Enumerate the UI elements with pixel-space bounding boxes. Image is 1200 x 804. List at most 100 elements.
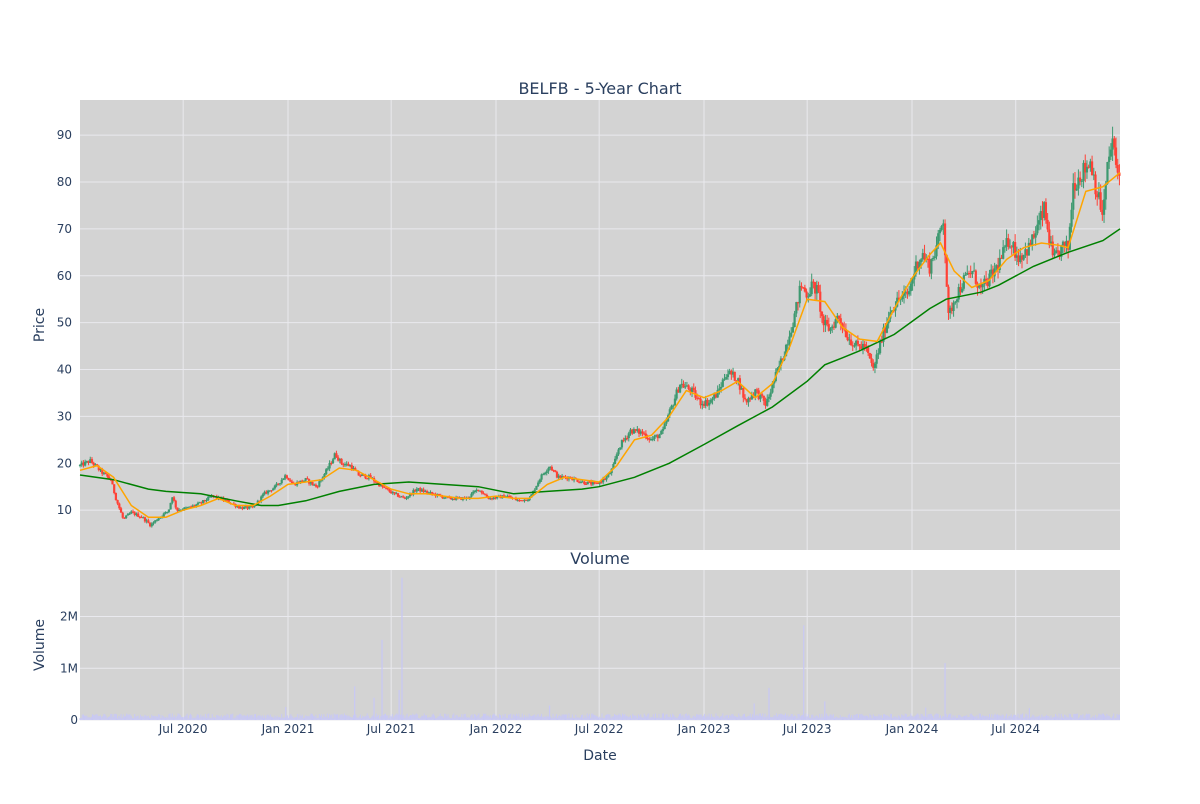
volume-bar	[717, 716, 719, 720]
candle-body	[1087, 166, 1090, 168]
candle-body	[598, 481, 601, 484]
candle-body	[419, 488, 422, 492]
candle-body	[726, 374, 730, 378]
candle-body	[402, 496, 405, 498]
volume-bar	[574, 718, 576, 720]
candle-body	[1109, 149, 1112, 157]
candle-body	[1106, 162, 1109, 184]
volume-bar	[1067, 717, 1069, 720]
volume-bar	[182, 717, 184, 720]
candle-body	[190, 506, 193, 508]
volume-bar	[427, 717, 429, 720]
volume-bar	[280, 717, 282, 720]
volume-bar	[1104, 715, 1106, 720]
volume-bar	[555, 714, 557, 720]
volume-bar	[363, 717, 365, 720]
volume-bar	[1038, 716, 1040, 720]
volume-bar	[691, 717, 693, 720]
candle-body	[947, 286, 950, 313]
volume-bar	[810, 717, 812, 720]
ma-short-line	[79, 172, 1121, 518]
candle-body	[848, 339, 851, 341]
candle-body	[559, 475, 562, 479]
candle-body	[824, 319, 827, 326]
candle-body	[983, 278, 986, 285]
candle-body	[128, 513, 131, 515]
candle-body	[313, 484, 316, 486]
candle-body	[290, 481, 294, 483]
candle-body	[778, 365, 781, 368]
candle-body	[706, 399, 709, 406]
volume-bar	[852, 717, 854, 720]
candle-body	[366, 478, 369, 480]
candle-body	[961, 288, 964, 293]
volume-bar	[731, 713, 733, 720]
volume-bar	[390, 716, 392, 720]
volume-bar	[121, 717, 123, 720]
volume-bar	[598, 717, 600, 720]
volume-bar	[92, 714, 94, 720]
volume-bar	[172, 717, 174, 720]
candle-body	[684, 386, 687, 388]
candle-body	[405, 497, 408, 499]
volume-bar	[986, 715, 988, 720]
volume-bar	[395, 714, 397, 720]
volume-bar	[223, 715, 225, 720]
volume-bar	[748, 715, 750, 720]
volume-bar	[954, 715, 956, 720]
volume-bar	[671, 717, 673, 720]
volume-bar	[111, 714, 113, 720]
candle-body	[858, 344, 861, 347]
volume-bar	[480, 717, 482, 720]
volume-bar	[384, 713, 386, 720]
volume-bar	[800, 715, 802, 720]
volume-bar	[666, 714, 668, 720]
candle-body	[408, 493, 412, 497]
volume-bar	[301, 714, 303, 720]
volume-bar	[765, 717, 767, 720]
volume-bar	[1105, 716, 1107, 720]
volume-bar	[1077, 718, 1079, 720]
candle-body	[311, 481, 314, 485]
candle-body	[644, 433, 647, 439]
volume-bar	[743, 713, 745, 720]
candle-body	[453, 498, 456, 500]
candle-body	[424, 491, 427, 493]
volume-bar	[231, 714, 233, 720]
candle-body	[882, 327, 885, 342]
volume-bar	[490, 717, 492, 720]
volume-bar	[509, 714, 511, 720]
volume-bar	[965, 716, 967, 720]
volume-bar	[529, 715, 531, 720]
volume-bar	[770, 717, 772, 720]
volume-bar	[1081, 715, 1083, 720]
volume-bar	[836, 716, 838, 720]
candle-body	[360, 474, 364, 476]
candle-body	[1104, 183, 1107, 200]
volume-bar	[1094, 714, 1096, 720]
volume-bar	[425, 715, 427, 720]
volume-bar	[974, 716, 976, 720]
volume-bar	[118, 715, 120, 720]
volume-bar	[456, 715, 458, 720]
volume-bar	[112, 717, 114, 720]
volume-bar	[292, 717, 294, 720]
volume-bar	[401, 577, 403, 720]
candle-body	[1015, 255, 1018, 258]
volume-bar	[522, 717, 524, 720]
candle-body	[921, 253, 924, 260]
volume-bar	[803, 625, 805, 720]
volume-bar	[389, 715, 391, 720]
volume-bar	[487, 715, 489, 720]
candle-body	[477, 489, 480, 491]
candle-body	[342, 463, 345, 466]
candle-body	[766, 398, 769, 406]
candle-body	[1097, 192, 1101, 198]
volume-bar	[193, 717, 195, 720]
volume-bar	[288, 717, 290, 720]
volume-bar	[951, 717, 953, 720]
candle-body	[651, 438, 654, 440]
candle-body	[973, 270, 976, 272]
candle-body	[855, 340, 858, 346]
volume-bar	[806, 716, 808, 720]
